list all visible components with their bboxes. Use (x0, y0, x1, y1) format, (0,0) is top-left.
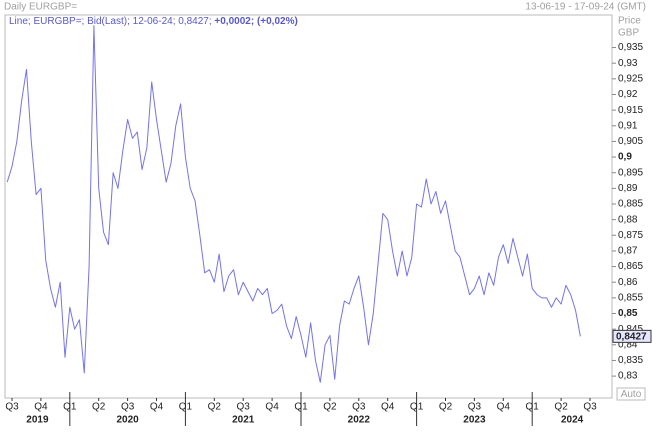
x-tick-label: Q4 (265, 402, 279, 413)
y-tick-label: 0,835 (618, 355, 643, 366)
y-tick-label: 0,91 (618, 120, 638, 131)
y-tick-label: 0,85 (618, 308, 638, 319)
x-tick-label: Q2 (554, 402, 568, 413)
x-tick-label: Q4 (497, 402, 511, 413)
axis-label-unit: GBP (618, 28, 639, 39)
x-tick-label: Q1 (63, 402, 77, 413)
x-tick-label: Q4 (381, 402, 395, 413)
x-tick-label: Q1 (410, 402, 424, 413)
y-tick-label: 0,905 (618, 136, 643, 147)
y-tick-label: 0,895 (618, 167, 643, 178)
axis-label-top: Price (618, 16, 641, 27)
legend-change: +0,0002; (+0,02%) (214, 16, 297, 27)
auto-button-label[interactable]: Auto (621, 389, 642, 400)
x-tick-label: Q2 (92, 402, 106, 413)
price-marker-box (612, 329, 652, 343)
x-tick-label: Q2 (323, 402, 337, 413)
auto-button[interactable] (616, 387, 646, 401)
y-tick-label: 0,92 (618, 89, 638, 100)
x-tick-label: Q3 (468, 402, 482, 413)
price-marker-label: 0,8427 (616, 331, 647, 342)
price-line (6, 25, 581, 383)
chart-title: Daily EURGBP= (4, 2, 77, 13)
y-tick-label: 0,865 (618, 261, 643, 272)
y-tick-label: 0,925 (618, 73, 643, 84)
year-label: 2021 (232, 415, 255, 426)
x-tick-label: Q2 (208, 402, 222, 413)
y-tick-label: 0,855 (618, 293, 643, 304)
x-tick-label: Q3 (121, 402, 135, 413)
y-tick-label: 0,845 (618, 324, 643, 335)
y-tick-label: 0,89 (618, 183, 638, 194)
y-tick-label: 0,93 (618, 58, 638, 69)
legend-entry: Line; EURGBP=; Bid(Last); 12-06-24; 0,84… (9, 16, 212, 27)
plot-frame (4, 14, 613, 399)
y-tick-label: 0,875 (618, 230, 643, 241)
x-tick-label: Q3 (237, 402, 251, 413)
x-tick-label: Q1 (526, 402, 540, 413)
y-tick-label: 0,84 (618, 339, 638, 350)
legend-text: Line; EURGBP=; Bid(Last); 12-06-24; 0,84… (9, 16, 298, 27)
year-label: 2022 (348, 415, 371, 426)
y-tick-label: 0,83 (618, 371, 638, 382)
x-tick-label: Q1 (294, 402, 308, 413)
x-tick-label: Q4 (150, 402, 164, 413)
y-tick-label: 0,935 (618, 42, 643, 53)
x-tick-label: Q3 (583, 402, 597, 413)
x-tick-label: Q3 (352, 402, 366, 413)
date-range: 13-06-19 - 17-09-24 (GMT) (525, 2, 646, 13)
y-tick-label: 0,915 (618, 105, 643, 116)
year-label: 2023 (463, 415, 486, 426)
x-tick-label: Q4 (34, 402, 48, 413)
x-tick-label: Q1 (179, 402, 193, 413)
y-tick-label: 0,9 (618, 152, 632, 163)
year-label: 2024 (561, 415, 584, 426)
y-tick-label: 0,88 (618, 214, 638, 225)
y-tick-label: 0,87 (618, 246, 638, 257)
y-tick-label: 0,86 (618, 277, 638, 288)
year-label: 2019 (26, 415, 49, 426)
x-tick-label: Q3 (5, 402, 19, 413)
year-label: 2020 (116, 415, 139, 426)
x-tick-label: Q2 (439, 402, 453, 413)
y-tick-label: 0,885 (618, 199, 643, 210)
